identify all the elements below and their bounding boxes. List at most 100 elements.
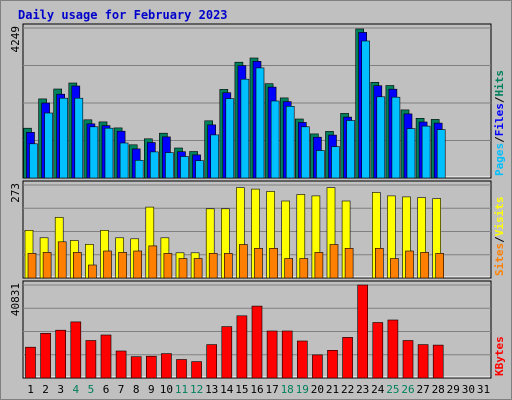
hits-files-pages-bar-pages-day-11 xyxy=(180,156,189,179)
x-tick-label-day-15: 15 xyxy=(235,383,248,396)
kbytes-bar-kbytes-day-19 xyxy=(296,340,308,379)
kbytes-bar-kbytes-day-24 xyxy=(372,322,384,379)
visits-sites-legend-item-1: / xyxy=(493,236,506,243)
hits-files-pages-legend-item-0: Pages xyxy=(493,143,506,176)
kbytes-bar-kbytes-day-7 xyxy=(115,350,127,379)
visits-sites-bar-sites-day-11 xyxy=(178,258,188,279)
x-tick-label-day-25: 25 xyxy=(386,383,399,396)
visits-sites-bar-sites-day-28 xyxy=(435,253,445,279)
kbytes-bar-kbytes-day-6 xyxy=(100,334,112,379)
hits-files-pages-legend: Pages/Files/Hits xyxy=(493,70,506,176)
x-tick-label-day-22: 22 xyxy=(341,383,354,396)
kbytes-bar-kbytes-day-8 xyxy=(130,356,142,379)
visits-sites-bar-sites-day-26 xyxy=(405,250,414,279)
x-tick-label-day-14: 14 xyxy=(220,383,234,396)
kbytes-bar-kbytes-day-2 xyxy=(40,332,51,379)
chart-title: Daily usage for February 2023 xyxy=(18,8,228,22)
kbytes-bar-kbytes-day-17 xyxy=(266,330,278,379)
kbytes-bar-kbytes-day-9 xyxy=(146,355,157,379)
hits-files-pages-bar-pages-day-7 xyxy=(119,142,129,179)
visits-sites-panel: 273 Sites/Visits xyxy=(9,180,506,279)
kbytes-bar-kbytes-day-25 xyxy=(387,319,399,379)
kbytes-legend: KBytes xyxy=(493,336,506,376)
hits-files-pages-legend-item-2: Files xyxy=(493,103,506,136)
visits-sites-bar-sites-day-16 xyxy=(254,248,263,279)
x-tick-label-day-6: 6 xyxy=(103,383,110,396)
kbytes-bar-kbytes-day-15 xyxy=(236,315,248,379)
x-tick-label-day-30: 30 xyxy=(462,383,475,396)
x-tick-label-day-5: 5 xyxy=(88,383,95,396)
visits-sites-bar-sites-day-4 xyxy=(73,252,82,279)
x-tick-label-day-28: 28 xyxy=(432,383,445,396)
hits-files-pages-bar-pages-day-6 xyxy=(104,127,114,179)
kbytes-bar-kbytes-day-11 xyxy=(176,359,187,379)
visits-sites-bar-sites-day-12 xyxy=(193,258,203,279)
x-tick-label-day-31: 31 xyxy=(477,383,490,396)
x-tick-label-day-8: 8 xyxy=(133,383,140,396)
x-tick-label-day-21: 21 xyxy=(326,383,339,396)
kbytes-bar-kbytes-day-4 xyxy=(70,321,82,379)
hits-files-pages-bar-pages-day-23 xyxy=(361,40,371,179)
hits-files-pages-bar-pages-day-14 xyxy=(225,98,235,179)
hits-files-pages-legend-item-1: / xyxy=(493,136,506,143)
hits-files-pages-bar-pages-day-15 xyxy=(240,78,250,179)
chart-panels: 4249Pages/Files/Hits273Sites/Visits40831… xyxy=(9,23,506,379)
kbytes-bar-kbytes-day-26 xyxy=(402,340,414,379)
x-tick-label-day-12: 12 xyxy=(190,383,203,396)
visits-sites-bar-sites-day-27 xyxy=(420,252,429,279)
visits-sites-bar-sites-day-19 xyxy=(299,258,309,279)
x-tick-label-day-7: 7 xyxy=(118,383,125,396)
hits-files-pages-bar-pages-day-2 xyxy=(44,112,53,179)
hits-files-pages-bar-pages-day-4 xyxy=(74,97,84,179)
visits-sites-bar-sites-day-24 xyxy=(374,248,384,279)
visits-sites-bar-sites-day-15 xyxy=(239,244,248,279)
visits-sites-legend-item-0: Sites xyxy=(493,243,506,276)
x-tick-label-day-16: 16 xyxy=(250,383,263,396)
kbytes-bar-kbytes-day-14 xyxy=(221,326,233,379)
kbytes-bar-kbytes-day-1 xyxy=(25,346,36,379)
hits-files-pages-bar-pages-day-26 xyxy=(406,128,416,179)
kbytes-panel: 40831 KBytes xyxy=(9,280,506,379)
x-tick-label-day-1: 1 xyxy=(27,383,34,396)
x-tick-label-day-26: 26 xyxy=(401,383,414,396)
kbytes-bar-kbytes-day-18 xyxy=(281,330,293,379)
visits-sites-bar-sites-day-3 xyxy=(57,241,67,279)
x-tick-label-day-2: 2 xyxy=(42,383,49,396)
kbytes-bar-kbytes-day-27 xyxy=(417,344,429,379)
visits-sites-bar-sites-day-18 xyxy=(284,258,294,279)
hits-files-pages-bar-pages-day-5 xyxy=(89,126,99,179)
visits-sites-bar-sites-day-17 xyxy=(269,248,278,279)
x-tick-label-day-29: 29 xyxy=(447,383,460,396)
x-tick-label-day-20: 20 xyxy=(311,383,324,396)
hits-files-pages-bar-pages-day-20 xyxy=(316,150,325,179)
hits-files-pages-bar-pages-day-25 xyxy=(391,96,401,179)
hits-files-pages-bar-pages-day-18 xyxy=(285,106,295,179)
kbytes-bar-kbytes-day-16 xyxy=(251,305,263,379)
hits-files-pages-bar-pages-day-10 xyxy=(165,152,174,179)
kbytes-ymax-label: 40831 xyxy=(9,283,22,316)
hits-files-pages-legend-item-3: / xyxy=(493,96,506,103)
hits-files-pages-bar-pages-day-19 xyxy=(300,126,310,179)
x-tick-label-day-11: 11 xyxy=(175,383,188,396)
visits-sites-bar-sites-day-9 xyxy=(148,245,158,279)
x-tick-label-day-27: 27 xyxy=(416,383,429,396)
visits-sites-bar-sites-day-22 xyxy=(344,248,354,279)
x-tick-label-day-13: 13 xyxy=(205,383,218,396)
x-tick-label-day-10: 10 xyxy=(160,383,173,396)
hits-files-pages-bar-pages-day-17 xyxy=(270,100,280,179)
hits-files-pages-bar-pages-day-22 xyxy=(346,120,355,179)
kbytes-bar-kbytes-day-23 xyxy=(357,284,369,379)
hits-files-pages-bar-pages-day-27 xyxy=(421,125,431,179)
x-tick-label-day-17: 17 xyxy=(265,383,278,396)
visits-sites-bar-sites-day-8 xyxy=(133,250,142,279)
x-tick-label-day-18: 18 xyxy=(281,383,294,396)
hits-files-pages-bar-pages-day-1 xyxy=(29,143,38,179)
kbytes-bar-kbytes-day-5 xyxy=(85,340,97,379)
kbytes-bar-kbytes-day-22 xyxy=(342,337,353,379)
visits-sites-legend-item-2: Visits xyxy=(493,197,506,237)
x-tick-label-day-9: 9 xyxy=(148,383,155,396)
visits-sites-bar-sites-day-5 xyxy=(88,264,97,279)
visits-sites-bar-sites-day-7 xyxy=(118,252,127,279)
